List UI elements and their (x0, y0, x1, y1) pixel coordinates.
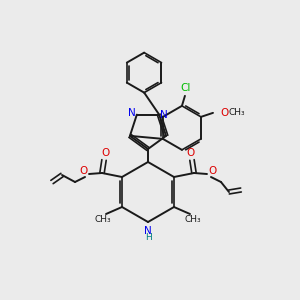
Text: O: O (101, 148, 109, 158)
Text: O: O (221, 108, 229, 118)
Text: H: H (146, 232, 152, 242)
Text: CH₃: CH₃ (185, 214, 201, 224)
Text: N: N (144, 226, 152, 236)
Text: CH₃: CH₃ (95, 214, 111, 224)
Text: N: N (128, 108, 136, 118)
Text: N: N (160, 110, 168, 120)
Text: CH₃: CH₃ (229, 108, 245, 117)
Text: O: O (79, 166, 87, 176)
Text: O: O (187, 148, 195, 158)
Text: O: O (209, 166, 217, 176)
Text: Cl: Cl (181, 83, 191, 93)
